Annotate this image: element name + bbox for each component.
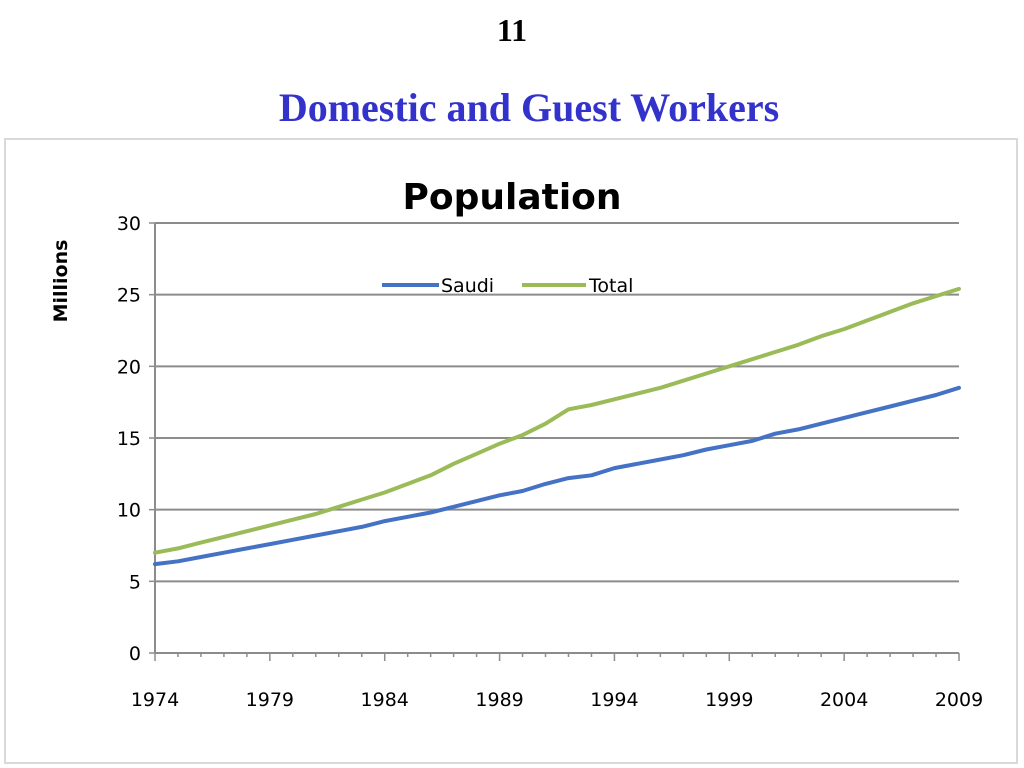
y-tick-label: 10 [117, 500, 141, 522]
x-tick-label: 1974 [131, 689, 179, 711]
x-tick-label: 2004 [820, 689, 868, 711]
chart-title: Population [402, 177, 621, 218]
series-line-total [153, 286, 961, 555]
legend-label-total: Total [588, 275, 633, 297]
y-tick-label: 25 [117, 285, 141, 307]
series-lines [153, 286, 961, 567]
y-tick-label: 0 [129, 643, 141, 665]
x-tick-label: 2009 [935, 689, 983, 711]
x-tick-label: 1989 [475, 689, 523, 711]
x-tick-label: 1994 [590, 689, 638, 711]
x-tick-label: 1999 [705, 689, 753, 711]
y-axis-label: Millions [50, 240, 72, 323]
chart-frame: 0 5 10 15 20 25 30 1974 1979 1984 1989 1994 1999 2004… [4, 138, 1018, 764]
y-tick-label: 20 [117, 356, 141, 378]
slide-number: 11 [496, 12, 528, 48]
gridlines [155, 222, 959, 583]
legend: Saudi Total [382, 275, 633, 297]
legend-label-saudi: Saudi [441, 275, 494, 297]
series-line-saudi [153, 385, 961, 567]
slide-title: Domestic and Guest Workers [278, 85, 780, 130]
y-tick-label: 15 [117, 428, 141, 450]
y-tick-label: 30 [117, 213, 141, 235]
x-tick-label: 1984 [361, 689, 409, 711]
x-tick-label: 1979 [246, 689, 294, 711]
y-tick-label: 5 [129, 571, 141, 593]
population-line-chart: 0 5 10 15 20 25 30 1974 1979 1984 1989 1994 1999 2004… [50, 177, 983, 711]
axes: 0 5 10 15 20 25 30 1974 1979 1984 1989 1994 1999 2004… [117, 213, 983, 711]
